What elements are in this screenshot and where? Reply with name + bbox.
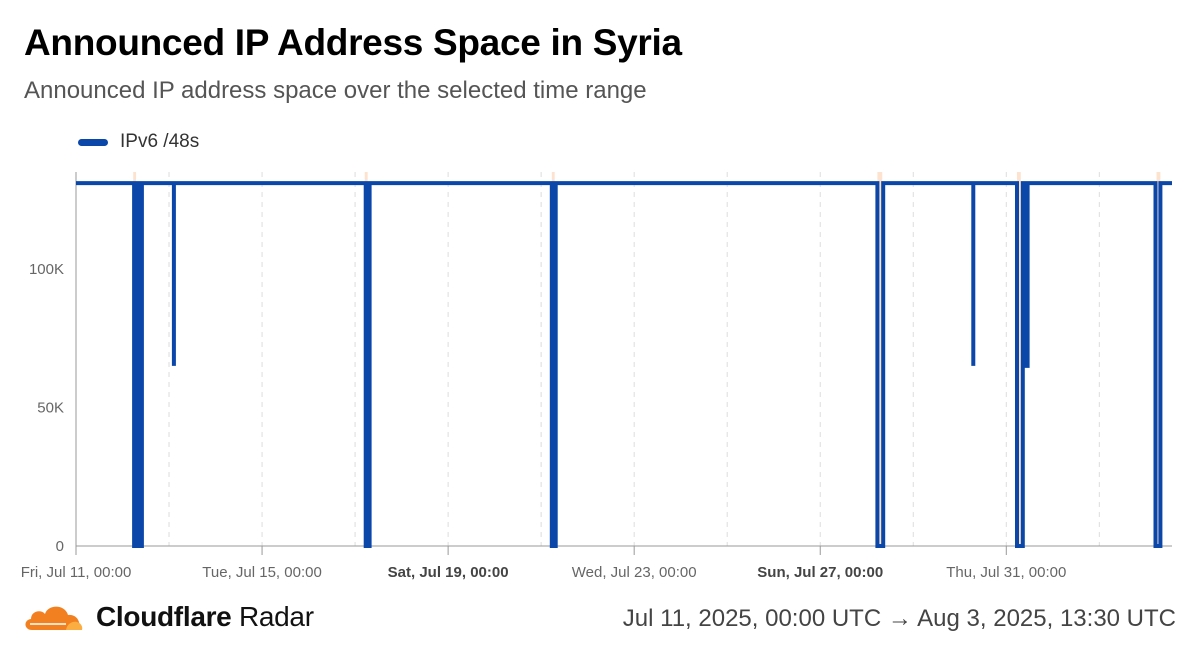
axes bbox=[75, 172, 1172, 555]
chart-plot: 0 50K 100K Fri, Jul 11, 00:00 Tue, Jul 15, … bbox=[21, 172, 1172, 581]
y-axis-labels: 0 50K 100K bbox=[29, 261, 64, 555]
y-tick-label: 50K bbox=[37, 399, 64, 416]
x-tick-label: Wed, Jul 23, 00:00 bbox=[572, 564, 697, 581]
grid-lines bbox=[168, 172, 1100, 546]
x-tick-label: Tue, Jul 15, 00:00 bbox=[202, 564, 322, 581]
cloudflare-radar-logo[interactable]: Cloudflare Radar bbox=[22, 601, 314, 633]
x-tick-label: Thu, Jul 31, 00:00 bbox=[946, 564, 1066, 581]
brand-text: Cloudflare Radar bbox=[96, 601, 314, 633]
highlight-bands bbox=[133, 172, 1161, 546]
chart-subtitle: Announced IP address space over the sele… bbox=[24, 77, 647, 104]
series-line bbox=[76, 181, 1172, 548]
x-tick-label: Fri, Jul 11, 00:00 bbox=[21, 564, 132, 581]
highlight-band bbox=[877, 172, 883, 546]
brand-name: Cloudflare bbox=[96, 601, 232, 632]
chart-title: Announced IP Address Space in Syria bbox=[24, 22, 682, 63]
brand-suffix: Radar bbox=[238, 601, 314, 632]
legend-swatch bbox=[78, 138, 108, 146]
date-range: Jul 11, 2025, 00:00 UTC → Aug 3, 2025, 1… bbox=[622, 605, 1176, 632]
chart-legend[interactable]: IPv6 /48s bbox=[78, 131, 199, 153]
x-axis-labels: Fri, Jul 11, 00:00 Tue, Jul 15, 00:00 Sat,… bbox=[21, 564, 1067, 581]
series-group bbox=[76, 181, 1172, 548]
x-tick-label: Sat, Jul 19, 00:00 bbox=[388, 564, 509, 581]
legend-label: IPv6 /48s bbox=[120, 131, 200, 152]
y-tick-label: 100K bbox=[29, 261, 64, 278]
cloudflare-cloud-icon bbox=[25, 606, 83, 630]
y-tick-label: 0 bbox=[56, 538, 64, 555]
x-tick-label: Sun, Jul 27, 00:00 bbox=[757, 564, 883, 581]
